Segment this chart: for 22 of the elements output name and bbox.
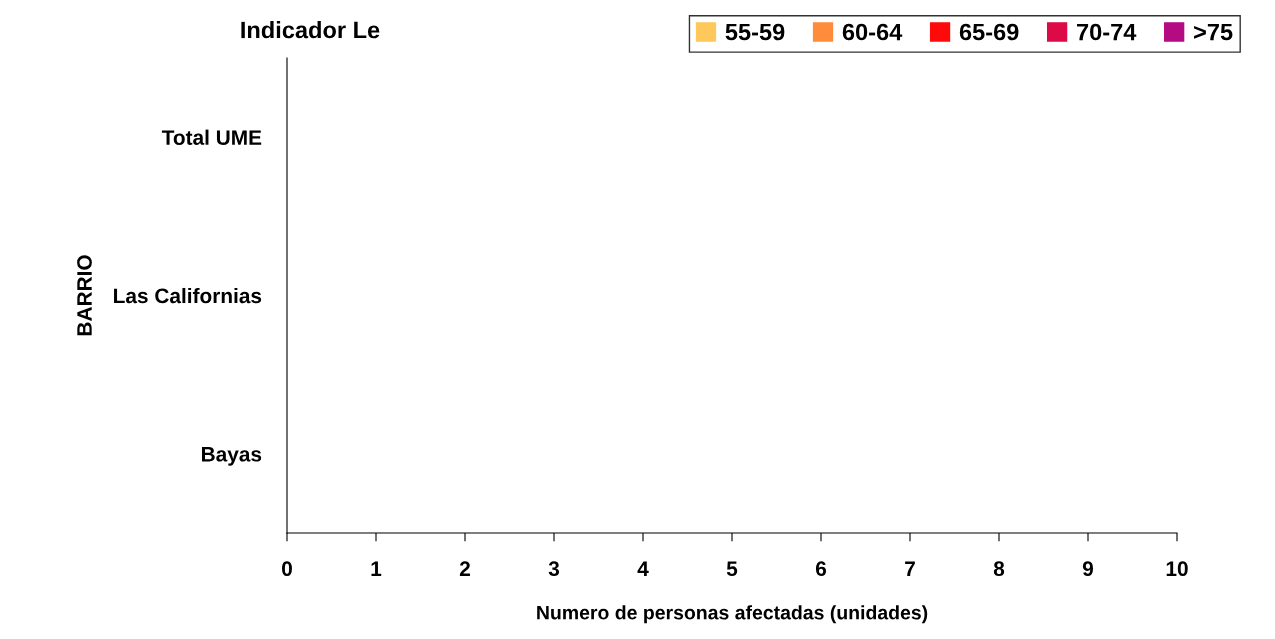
x-tick-label: 10 [1166,561,1188,577]
legend-label: 70-74 [1077,23,1137,41]
x-tick-label: 6 [815,561,827,577]
y-tick-label: Bayas [202,447,262,466]
x-tick-label: 9 [1082,561,1094,577]
x-tick-label: 2 [459,561,470,576]
x-tick-label: 4 [637,561,649,576]
x-tick-label: 7 [905,561,915,576]
legend-label: >75 [1194,23,1233,41]
x-tick-label: 8 [993,561,1005,577]
x-tick-label: 1 [371,561,382,576]
legend-label: 65-69 [959,23,1019,41]
x-tick-label: 5 [726,561,738,577]
x-tick-label: 3 [548,561,560,577]
y-tick-label: Las Californias [114,287,262,304]
legend-label: 55-59 [725,23,785,41]
y-axis-title: BARRIO [77,255,92,336]
chart-title: Indicador Le [241,21,380,39]
x-axis-title: Numero de personas afectadas (unidades) [537,605,928,624]
legend-label: 60-64 [842,23,903,41]
y-tick-label: Total UME [161,129,262,145]
x-tick-label: 0 [282,561,292,577]
